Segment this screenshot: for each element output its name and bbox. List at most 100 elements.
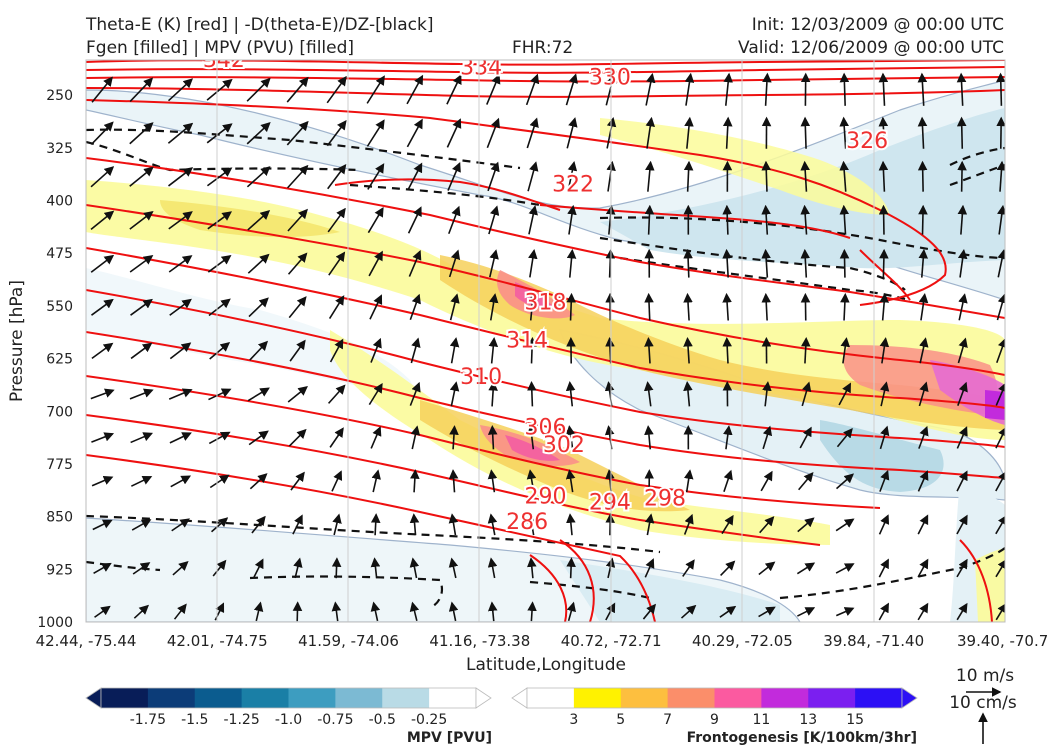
wind-vector xyxy=(722,248,732,278)
colorbar-segment xyxy=(429,688,477,708)
wind-vector xyxy=(722,292,732,321)
wind-vector xyxy=(289,339,306,362)
wind-vector xyxy=(370,601,381,622)
wind-vector xyxy=(722,204,732,235)
wind-vector xyxy=(249,473,268,490)
wind-vector xyxy=(643,381,654,407)
theta-e-label: 298 xyxy=(644,486,686,511)
wind-vector xyxy=(878,602,889,621)
theta-e-label: 314 xyxy=(506,328,548,353)
wind-vector xyxy=(449,425,459,450)
y-tick-label: 1000 xyxy=(37,615,73,631)
wind-vector xyxy=(917,160,928,192)
wind-vector xyxy=(684,72,695,106)
x-tick-label: 41.59, -74.06 xyxy=(298,632,399,650)
wind-vector xyxy=(796,562,816,575)
wind-vector xyxy=(800,336,811,364)
wind-vector xyxy=(407,162,423,191)
wind-vector xyxy=(995,514,1005,535)
wind-vector xyxy=(761,160,772,192)
wind-vector xyxy=(168,388,193,400)
wind-vector xyxy=(798,471,814,491)
wind-vector xyxy=(839,72,850,106)
colorbar-segment xyxy=(667,688,715,708)
wind-vector xyxy=(761,292,772,321)
wind-vector xyxy=(331,601,342,622)
wind-vector xyxy=(409,381,421,406)
wind-vector xyxy=(878,72,889,106)
theta-e-label: 302 xyxy=(543,433,585,458)
wind-vector xyxy=(836,427,853,448)
wind-vector xyxy=(286,76,309,103)
wind-vector xyxy=(605,248,616,278)
wind-vector xyxy=(410,469,420,493)
fgen-colorbar-upper-extend xyxy=(901,687,918,709)
wind-vector xyxy=(526,469,537,493)
wind-vector xyxy=(917,602,929,621)
wind-vector xyxy=(331,470,343,492)
wind-vector xyxy=(326,120,347,147)
wind-vector xyxy=(761,204,771,235)
wind-vector xyxy=(918,293,929,321)
wind-vector xyxy=(644,513,655,536)
wind-vector xyxy=(207,211,232,230)
wind-vector xyxy=(996,337,1005,364)
colorbar-segment xyxy=(241,688,289,708)
y-tick-label: 775 xyxy=(46,457,73,473)
colorbar-segment xyxy=(573,688,622,708)
mpv-colorbar: -1.75 -1.5 -1.25 -1.0 -0.75 -0.5 -0.25 MPV [PV… xyxy=(85,687,492,746)
wind-vector xyxy=(919,337,929,364)
wind-vector xyxy=(722,336,732,364)
wind-vector xyxy=(93,562,112,574)
wind-vector xyxy=(208,298,231,317)
wind-vector xyxy=(246,122,271,145)
colorbar-segment xyxy=(714,688,762,708)
theta-e-contours xyxy=(86,60,1005,622)
colorbar-tick-label: 13 xyxy=(799,712,817,728)
fgen-colorbar-title: Frontogenesis [K/100km/3hr] xyxy=(687,730,917,746)
wind-vector xyxy=(995,470,1005,492)
wind-vector xyxy=(407,206,422,234)
wind-vector xyxy=(527,557,537,579)
wind-vector xyxy=(246,77,271,102)
wind-vector xyxy=(292,514,303,535)
wind-vector xyxy=(331,557,342,579)
wind-vector xyxy=(366,119,385,147)
forecast-hour: FHR:72 xyxy=(512,38,574,58)
wind-vector xyxy=(956,72,967,106)
wind-vector xyxy=(208,388,232,401)
mpv-colorbar-upper-extend xyxy=(475,687,492,709)
wind-vector xyxy=(486,73,501,105)
wind-vector xyxy=(326,75,347,104)
colorbar-tick-label: -1.25 xyxy=(224,712,260,728)
wind-vector xyxy=(169,298,192,316)
wind-vector xyxy=(293,557,303,579)
plot-area: 342 334 3303263223183143103063022982942902… xyxy=(86,60,1005,622)
wind-vector xyxy=(170,475,192,488)
wind-vector xyxy=(248,430,269,446)
wind-vector xyxy=(879,337,890,364)
wind-vector xyxy=(327,384,346,404)
wind-vector xyxy=(918,248,929,278)
wind-vector xyxy=(956,470,968,492)
wind-vector xyxy=(527,292,538,321)
wind-vector xyxy=(878,160,889,192)
wind-vector xyxy=(957,204,968,235)
wind-vector xyxy=(131,475,153,487)
wind-vector xyxy=(487,469,498,493)
title-line-2: Fgen [filled] | MPV (PVU) [filled] xyxy=(86,38,355,58)
wind-vector xyxy=(917,514,929,535)
wind-vector xyxy=(488,336,499,364)
wind-vector xyxy=(958,293,968,321)
wind-vector xyxy=(406,118,423,148)
wind-vector xyxy=(996,293,1005,321)
colorbar-tick-label: 3 xyxy=(569,712,578,728)
fgen-colorbar: 3 5 7 9 11 13 15 Frontogenesis [K/100km/3hr] xyxy=(511,687,918,746)
colorbar-tick-label: -0.5 xyxy=(369,712,396,728)
colorbar-segment xyxy=(527,688,575,708)
y-tick-label: 250 xyxy=(46,88,73,104)
wind-vector xyxy=(212,559,227,577)
wind-vector xyxy=(91,475,114,487)
wind-vector xyxy=(409,601,420,622)
